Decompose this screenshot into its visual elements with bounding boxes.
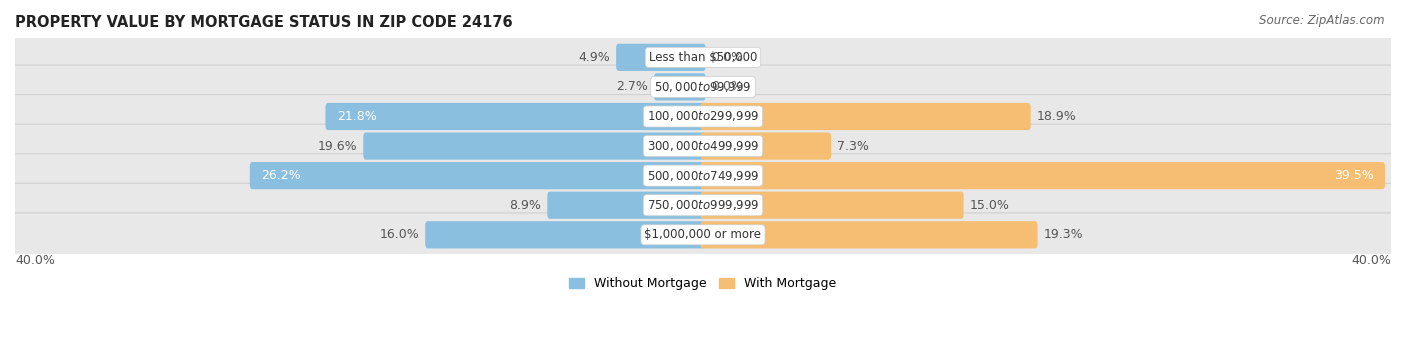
- Text: $1,000,000 or more: $1,000,000 or more: [644, 228, 762, 241]
- FancyBboxPatch shape: [700, 162, 1385, 189]
- FancyBboxPatch shape: [547, 192, 706, 219]
- FancyBboxPatch shape: [10, 183, 1396, 227]
- FancyBboxPatch shape: [363, 132, 706, 160]
- Text: $500,000 to $749,999: $500,000 to $749,999: [647, 169, 759, 183]
- FancyBboxPatch shape: [325, 103, 706, 130]
- Text: 16.0%: 16.0%: [380, 228, 419, 241]
- Text: 26.2%: 26.2%: [262, 169, 301, 182]
- Text: 19.6%: 19.6%: [318, 139, 357, 152]
- Text: $100,000 to $299,999: $100,000 to $299,999: [647, 109, 759, 123]
- FancyBboxPatch shape: [10, 124, 1396, 168]
- FancyBboxPatch shape: [700, 192, 963, 219]
- Text: 0.0%: 0.0%: [711, 80, 744, 93]
- FancyBboxPatch shape: [654, 73, 706, 101]
- Text: 0.0%: 0.0%: [711, 51, 744, 64]
- Text: 21.8%: 21.8%: [336, 110, 377, 123]
- Text: 39.5%: 39.5%: [1334, 169, 1374, 182]
- Text: $750,000 to $999,999: $750,000 to $999,999: [647, 198, 759, 212]
- Text: $50,000 to $99,999: $50,000 to $99,999: [654, 80, 752, 94]
- Text: 8.9%: 8.9%: [509, 199, 541, 212]
- Text: 18.9%: 18.9%: [1036, 110, 1077, 123]
- FancyBboxPatch shape: [425, 221, 706, 248]
- Text: 40.0%: 40.0%: [1351, 254, 1391, 267]
- Text: $300,000 to $499,999: $300,000 to $499,999: [647, 139, 759, 153]
- FancyBboxPatch shape: [10, 213, 1396, 257]
- FancyBboxPatch shape: [10, 65, 1396, 109]
- Text: 15.0%: 15.0%: [970, 199, 1010, 212]
- Text: PROPERTY VALUE BY MORTGAGE STATUS IN ZIP CODE 24176: PROPERTY VALUE BY MORTGAGE STATUS IN ZIP…: [15, 15, 513, 30]
- Text: 2.7%: 2.7%: [616, 80, 648, 93]
- Text: Less than $50,000: Less than $50,000: [648, 51, 758, 64]
- FancyBboxPatch shape: [616, 44, 706, 71]
- Text: 19.3%: 19.3%: [1043, 228, 1083, 241]
- FancyBboxPatch shape: [10, 35, 1396, 79]
- FancyBboxPatch shape: [10, 94, 1396, 138]
- Text: 7.3%: 7.3%: [837, 139, 869, 152]
- Text: 4.9%: 4.9%: [578, 51, 610, 64]
- FancyBboxPatch shape: [10, 154, 1396, 197]
- FancyBboxPatch shape: [700, 132, 831, 160]
- Text: 40.0%: 40.0%: [15, 254, 55, 267]
- Text: Source: ZipAtlas.com: Source: ZipAtlas.com: [1260, 14, 1385, 27]
- Legend: Without Mortgage, With Mortgage: Without Mortgage, With Mortgage: [564, 272, 842, 295]
- FancyBboxPatch shape: [700, 221, 1038, 248]
- FancyBboxPatch shape: [700, 103, 1031, 130]
- FancyBboxPatch shape: [250, 162, 706, 189]
